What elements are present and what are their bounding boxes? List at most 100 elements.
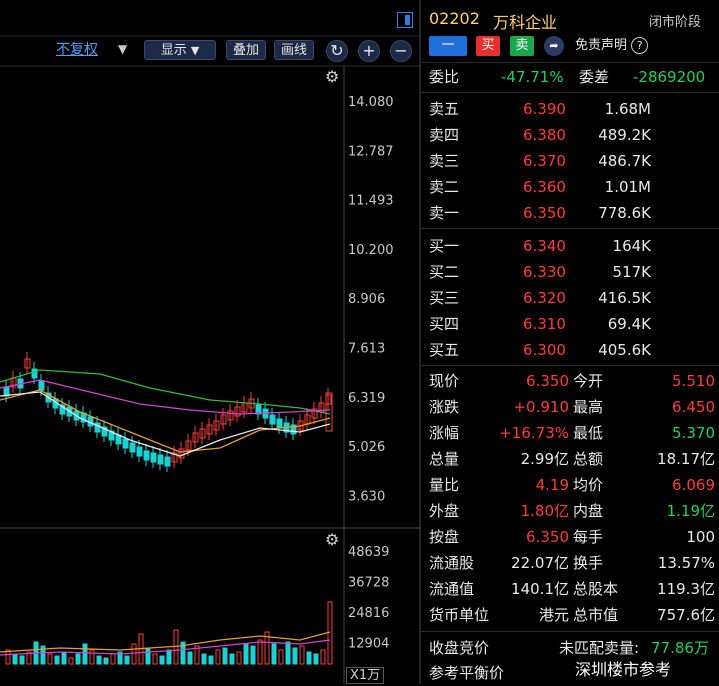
candle-body: [290, 424, 297, 435]
candle-body: [311, 408, 318, 419]
level-label: 卖四: [429, 126, 460, 144]
volume-bar: [117, 651, 123, 665]
stat-label: 总股本: [573, 580, 619, 598]
ask-row[interactable]: 卖一 6.350 778.6K: [421, 200, 719, 226]
stat-value: 6.069: [672, 476, 715, 494]
candle-body: [59, 404, 66, 415]
level-label: 卖二: [429, 178, 460, 196]
volume-bar: [152, 653, 158, 665]
level-volume: 416.5K: [598, 289, 651, 307]
bid-row[interactable]: 买五 6.300 405.6K: [421, 337, 719, 363]
volume-bar: [5, 649, 11, 665]
stat-value: 港元: [538, 606, 569, 624]
volume-bar: [75, 653, 81, 665]
volume-bar: [264, 631, 270, 665]
stat-label: 今开: [573, 372, 604, 390]
refresh-icon[interactable]: ↻: [326, 40, 348, 62]
adjust-select[interactable]: 不复权: [56, 42, 98, 58]
stock-name: 万科企业: [493, 13, 558, 32]
ref-price-row: 参考平衡价: [421, 660, 719, 686]
chevron-down-icon[interactable]: ▼: [118, 42, 128, 56]
volume-average-line: [0, 631, 331, 653]
ask-row[interactable]: 卖五 6.390 1.68M: [421, 96, 719, 122]
volume-bar: [236, 651, 242, 665]
stat-label: 按盘: [429, 528, 460, 546]
buy-button[interactable]: 买: [476, 36, 500, 56]
candle-body: [325, 392, 333, 432]
level-label: 卖五: [429, 100, 460, 118]
price-tick-label: 7.613: [348, 342, 385, 357]
gear-icon[interactable]: ⚙: [325, 530, 340, 549]
bid-row[interactable]: 买一 6.340 164K: [421, 233, 719, 259]
stat-label: 总市值: [573, 606, 619, 624]
zoom-in-button[interactable]: +: [358, 40, 380, 62]
gear-icon[interactable]: ⚙: [325, 67, 340, 86]
diff-value: -2869200: [633, 68, 706, 86]
stat-value: 22.07亿: [511, 554, 569, 572]
volume-bar: [187, 651, 193, 665]
stat-label: 换手: [573, 554, 604, 572]
level-price: 6.380: [523, 126, 566, 144]
sell-button[interactable]: 卖: [510, 36, 534, 56]
stat-label: 现价: [429, 372, 460, 390]
level-price: 6.390: [523, 100, 566, 118]
ratio-label: 委比: [429, 68, 460, 86]
ask-row[interactable]: 卖四 6.380 489.2K: [421, 122, 719, 148]
disclaimer-link[interactable]: 免责声明 ?: [575, 36, 649, 56]
stat-value: 757.6亿: [657, 606, 715, 624]
stat-row: 流通值 140.1亿 总股本 119.3亿: [421, 576, 719, 602]
stat-value: 6.350: [526, 372, 569, 390]
volume-bar: [145, 647, 151, 665]
stat-row: 涨跌 +0.910 最高 6.450: [421, 394, 719, 420]
bid-row[interactable]: 买三 6.320 416.5K: [421, 285, 719, 311]
kline-chart[interactable]: 14.080 12.787 11.493 10.200 8.906 7.613 6.319 5…: [0, 0, 421, 684]
volume-bar: [40, 645, 46, 665]
volume-bar: [131, 643, 137, 665]
help-icon[interactable]: ?: [631, 37, 649, 54]
stat-label: 最高: [573, 398, 604, 416]
level-volume: 1.01M: [604, 178, 651, 196]
stat-row: 外盘 1.80亿 内盘 1.19亿: [421, 498, 719, 524]
stat-value: 5.510: [672, 372, 715, 390]
draw-line-button[interactable]: 画线: [274, 40, 314, 60]
bid-row[interactable]: 买二 6.330 517K: [421, 259, 719, 285]
candle-body: [206, 424, 213, 435]
ask-row[interactable]: 卖二 6.360 1.01M: [421, 174, 719, 200]
display-button[interactable]: 显示 ▼: [144, 40, 216, 60]
auction-row: 收盘竞价 未匹配卖量: 77.86万: [421, 635, 719, 661]
stat-label: 涨跌: [429, 398, 460, 416]
ref-price-label: 参考平衡价: [429, 664, 505, 682]
level-volume: 489.2K: [598, 126, 651, 144]
ask-row[interactable]: 卖三 6.370 486.7K: [421, 148, 719, 174]
candle-body: [108, 430, 115, 441]
candle-body: [192, 432, 199, 443]
volume-bar: [68, 657, 74, 665]
chevron-down-icon: ▼: [190, 44, 200, 57]
chart-toolbar: 不复权 ▼ 显示 ▼ 叠加 画线 ↻ + −: [0, 36, 420, 66]
level-price: 6.340: [523, 237, 566, 255]
share-icon[interactable]: ➦: [544, 36, 564, 56]
panel-toggle-icon[interactable]: [397, 12, 413, 28]
diff-label: 委差: [579, 68, 610, 86]
stat-label: 最低: [573, 424, 604, 442]
candle-body: [269, 414, 276, 425]
candle-body: [143, 450, 150, 461]
stat-value: +16.73%: [499, 424, 569, 442]
volume-bar: [124, 655, 130, 665]
volume-unit: X1万: [346, 667, 385, 684]
bid-row[interactable]: 买四 6.310 69.4K: [421, 311, 719, 337]
level-price: 6.300: [523, 341, 566, 359]
price-tick-label: 11.493: [348, 194, 394, 209]
volume-bar: [54, 655, 60, 665]
stat-label: 总量: [429, 450, 460, 468]
level-label: 买二: [429, 263, 460, 281]
moving-average-line: [0, 389, 331, 453]
level-volume: 1.68M: [604, 100, 651, 118]
overlay-button[interactable]: 叠加: [226, 40, 266, 60]
stat-label: 量比: [429, 476, 460, 494]
volume-bar: [82, 643, 88, 665]
zoom-out-button[interactable]: −: [390, 40, 412, 62]
minus-button[interactable]: 一: [429, 36, 467, 56]
candle-body: [227, 410, 234, 421]
candle-body: [38, 380, 45, 391]
